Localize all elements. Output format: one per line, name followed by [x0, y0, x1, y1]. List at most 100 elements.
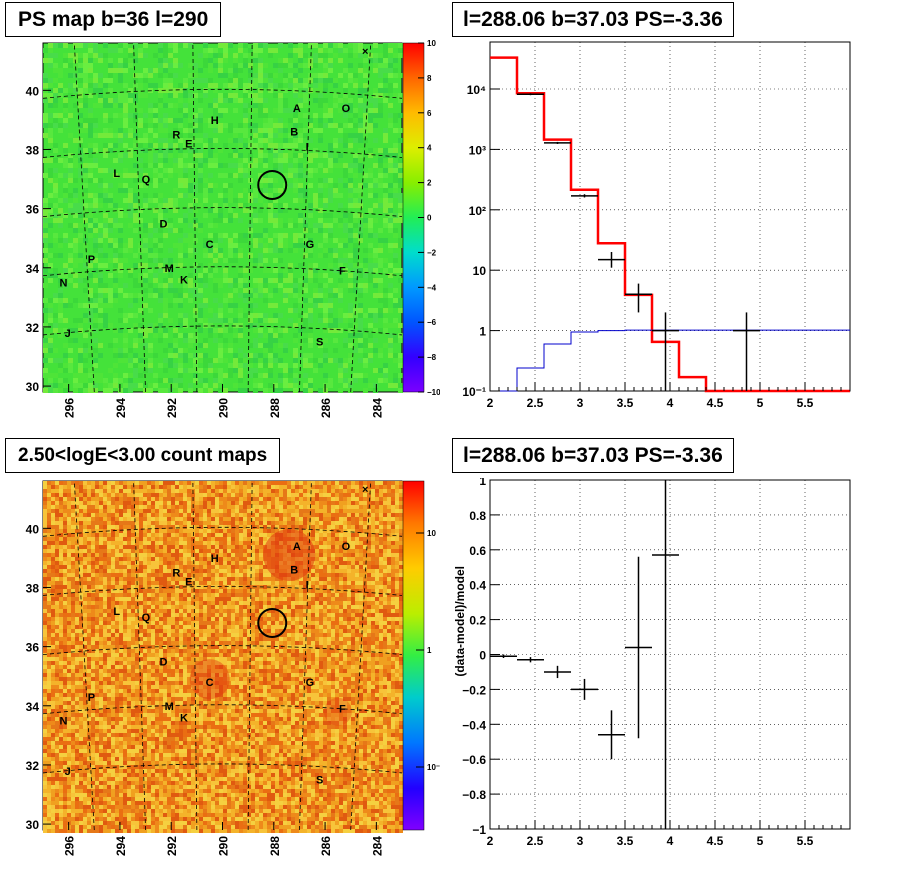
map-pixel: [133, 338, 138, 343]
map-pixel: [148, 363, 153, 368]
map-pixel: [83, 525, 87, 529]
map-pixel: [203, 338, 208, 343]
map-pixel: [203, 353, 208, 358]
map-pixel: [163, 283, 168, 288]
map-pixel: [293, 113, 298, 118]
map-pixel: [91, 481, 95, 485]
map-pixel: [283, 138, 288, 143]
map-pixel: [368, 128, 373, 133]
map-pixel: [318, 98, 323, 103]
map-pixel: [223, 173, 228, 178]
map-pixel: [278, 168, 283, 173]
map-pixel: [255, 553, 259, 557]
map-pixel: [123, 68, 128, 73]
map-pixel: [188, 128, 193, 133]
map-pixel: [327, 541, 331, 545]
map-pixel: [299, 489, 303, 493]
map-pixel: [128, 203, 133, 208]
map-pixel: [335, 537, 339, 541]
map-pixel: [351, 557, 355, 561]
map-pixel: [251, 565, 255, 569]
map-pixel: [88, 143, 93, 148]
map-pixel: [388, 208, 393, 213]
map-pixel: [208, 48, 213, 53]
map-pixel: [213, 153, 218, 158]
map-pixel: [208, 143, 213, 148]
map-pixel: [215, 505, 219, 509]
map-pixel: [168, 288, 173, 293]
map-pixel: [118, 353, 123, 358]
map-pixel: [79, 525, 83, 529]
map-pixel: [118, 98, 123, 103]
map-pixel: [238, 368, 243, 373]
map-pixel: [283, 268, 288, 273]
map-pixel: [387, 557, 391, 561]
map-pixel: [367, 533, 371, 537]
map-pixel: [363, 388, 368, 393]
map-pixel: [391, 521, 395, 525]
map-pixel: [75, 537, 79, 541]
map-pixel: [123, 557, 127, 561]
map-pixel: [398, 333, 403, 338]
map-pixel: [358, 43, 363, 48]
map-pixel: [251, 561, 255, 565]
map-pixel: [298, 83, 303, 88]
map-pixel: [88, 383, 93, 388]
map-pixel: [288, 223, 293, 228]
map-pixel: [247, 533, 251, 537]
map-pixel: [238, 78, 243, 83]
map-pixel: [227, 541, 231, 545]
map-pixel: [367, 501, 371, 505]
map-pixel: [268, 193, 273, 198]
y-tick-label: 38: [26, 143, 40, 157]
map-pixel: [298, 138, 303, 143]
map-pixel: [68, 338, 73, 343]
map-pixel: [247, 569, 251, 573]
map-pixel: [67, 553, 71, 557]
map-pixel: [111, 505, 115, 509]
map-pixel: [193, 368, 198, 373]
map-pixel: [263, 388, 268, 393]
map-pixel: [353, 83, 358, 88]
map-pixel: [93, 358, 98, 363]
map-pixel: [375, 493, 379, 497]
map-pixel: [335, 485, 339, 489]
map-pixel: [251, 513, 255, 517]
map-pixel: [98, 288, 103, 293]
map-pixel: [253, 213, 258, 218]
map-pixel: [118, 258, 123, 263]
map-pixel: [73, 193, 78, 198]
map-pixel: [168, 78, 173, 83]
map-pixel: [151, 545, 155, 549]
map-pixel: [338, 263, 343, 268]
map-pixel: [353, 133, 358, 138]
map-pixel: [187, 505, 191, 509]
map-pixel: [63, 58, 68, 63]
map-pixel: [148, 223, 153, 228]
map-pixel: [333, 323, 338, 328]
map-pixel: [391, 509, 395, 513]
map-pixel: [93, 308, 98, 313]
map-pixel: [338, 313, 343, 318]
colorbar-tick-label: −8: [427, 353, 437, 362]
map-pixel: [83, 549, 87, 553]
map-pixel: [83, 288, 88, 293]
map-pixel: [107, 565, 111, 569]
map-pixel: [63, 163, 68, 168]
map-pixel: [73, 203, 78, 208]
map-pixel: [393, 233, 398, 238]
map-pixel: [358, 148, 363, 153]
map-pixel: [135, 541, 139, 545]
map-pixel: [63, 505, 67, 509]
map-pixel: [383, 258, 388, 263]
map-pixel: [199, 561, 203, 565]
map-pixel: [328, 263, 333, 268]
map-pixel: [367, 493, 371, 497]
map-pixel: [107, 493, 111, 497]
map-pixel: [278, 378, 283, 383]
map-pixel: [211, 481, 215, 485]
map-pixel: [98, 223, 103, 228]
map-pixel: [153, 103, 158, 108]
map-pixel: [93, 378, 98, 383]
map-pixel: [355, 565, 359, 569]
